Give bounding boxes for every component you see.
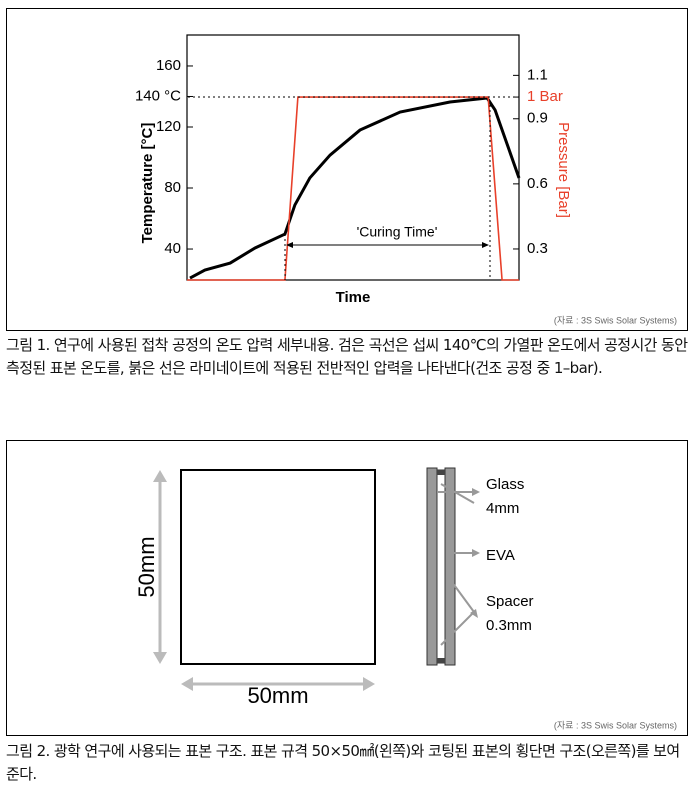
y2-tick-label: 1.1 [527, 66, 548, 83]
y-axis-title: Temperature [°C] [139, 123, 156, 244]
cross-section [426, 467, 456, 666]
y-tick-label: 140 °C [135, 87, 181, 104]
figure-frame [6, 8, 688, 331]
caption: 그림 1. 연구에 사용된 접착 공정의 온도 압력 세부내용. 검은 곡선은 … [6, 336, 688, 377]
dimension-arrows [153, 470, 375, 691]
layer-size: 0.3mm [486, 617, 532, 634]
y-tick-label: 160 [156, 57, 181, 74]
y2-tick-label: 0.3 [527, 240, 548, 257]
plot-frame [186, 34, 520, 281]
layer-label: Spacer [486, 593, 534, 610]
x-axis-title: Time [336, 289, 371, 306]
pointer-arrows [437, 483, 480, 646]
y-tick-label: 40 [164, 240, 181, 257]
y-tick-label: 120 [156, 118, 181, 135]
layer-label: Glass [486, 476, 524, 493]
figures: 40 80 120 140 °C 160 0.3 0.6 0.9 1 Bar 1.1 Temper… [6, 8, 688, 736]
figure-frame [6, 440, 688, 736]
layer-label: EVA [486, 547, 515, 564]
series-line [187, 96, 519, 281]
series-line [189, 96, 521, 280]
width-label: 50mm [247, 683, 308, 708]
layer-size: 4mm [486, 500, 519, 517]
y-tick-label: 80 [164, 179, 181, 196]
height-label: 50mm [134, 536, 159, 597]
annotation: 'Curing Time' [357, 224, 438, 240]
source: (자료 : 3S Swis Solar Systems) [554, 315, 677, 325]
y2-tick-label: 0.6 [527, 175, 548, 192]
y2-axis-title: Pressure [Bar] [555, 122, 572, 218]
chart: 40 80 120 140 °C 160 0.3 0.6 0.9 1 Bar 1.1 [135, 57, 563, 281]
sample-square [180, 469, 376, 665]
y2-tick-label: 1 Bar [527, 88, 563, 105]
y2-tick-label: 0.9 [527, 110, 548, 127]
caption: 그림 2. 광학 연구에 사용되는 표본 구조. 표본 규격 50×50㎟(왼쪽… [6, 742, 680, 783]
source: (자료 : 3S Swis Solar Systems) [554, 720, 677, 730]
